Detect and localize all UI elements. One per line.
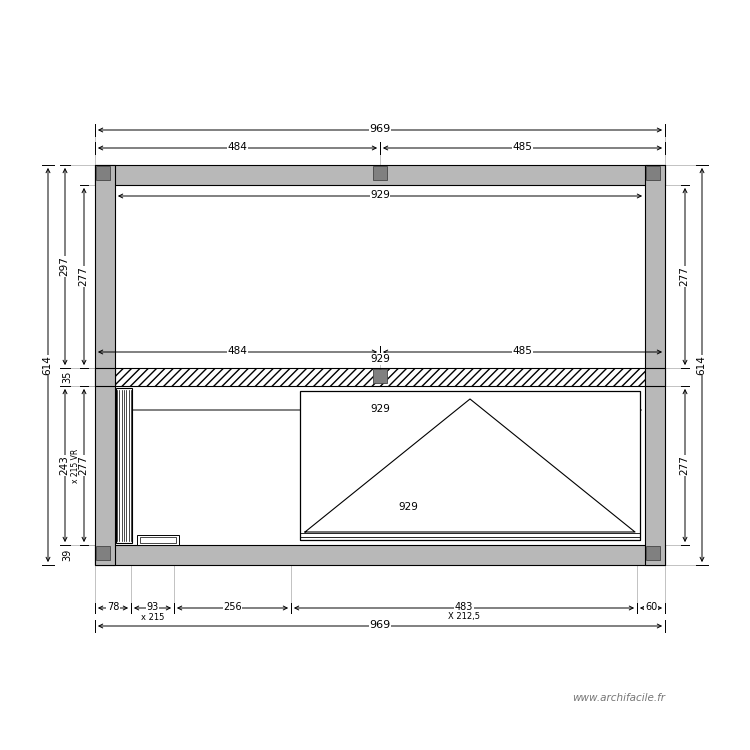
Text: 243: 243 (59, 455, 69, 476)
Bar (95, 165, 665, 185)
Text: x 215: x 215 (141, 613, 164, 622)
Text: 60: 60 (645, 602, 657, 612)
Text: 484: 484 (227, 346, 248, 356)
Text: 277: 277 (679, 266, 689, 286)
Bar (373, 369, 387, 383)
Text: X 212,5: X 212,5 (448, 613, 480, 622)
Text: 485: 485 (512, 346, 532, 356)
Text: 78: 78 (106, 602, 119, 612)
Bar (645, 368, 665, 386)
Text: 929: 929 (399, 503, 418, 512)
Text: 484: 484 (227, 142, 248, 152)
Text: 614: 614 (696, 355, 706, 375)
Bar (137, 535, 179, 545)
Text: 929: 929 (370, 354, 390, 364)
Text: www.archifacile.fr: www.archifacile.fr (572, 693, 665, 703)
Text: 297: 297 (59, 256, 69, 277)
Bar (116, 388, 132, 543)
Bar (95, 165, 115, 565)
Text: x 215 VR: x 215 VR (70, 448, 80, 483)
Bar (300, 391, 640, 540)
Bar (115, 368, 645, 386)
Bar (646, 546, 660, 560)
Bar (373, 166, 387, 180)
Text: 277: 277 (78, 266, 88, 286)
Text: 969: 969 (369, 124, 391, 134)
Bar (96, 546, 110, 560)
Bar (645, 165, 665, 565)
Text: 969: 969 (369, 620, 391, 630)
Text: 35: 35 (62, 370, 72, 383)
Text: 256: 256 (224, 602, 242, 612)
Bar (96, 166, 110, 180)
Text: 277: 277 (78, 455, 88, 476)
Bar (95, 545, 665, 565)
Bar (646, 166, 660, 180)
Text: 277: 277 (679, 455, 689, 476)
Bar (95, 368, 115, 386)
Bar (140, 537, 176, 543)
Text: 929: 929 (370, 404, 390, 414)
Text: 929: 929 (370, 190, 390, 200)
Text: 485: 485 (512, 142, 532, 152)
Text: 483: 483 (454, 602, 473, 612)
Text: 39: 39 (62, 549, 72, 561)
Text: 93: 93 (146, 602, 159, 612)
Text: 614: 614 (42, 355, 52, 375)
